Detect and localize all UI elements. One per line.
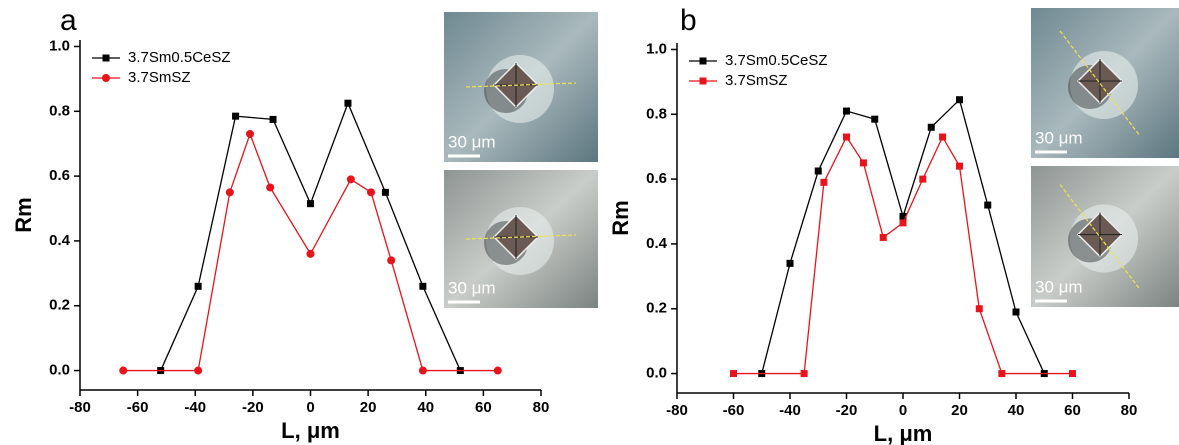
marker <box>307 200 314 207</box>
marker <box>928 124 935 131</box>
y-tick-label: 0.0 <box>49 362 70 379</box>
panel-label: a <box>60 4 77 37</box>
x-tick-label: -80 <box>69 399 91 416</box>
legend-label: 3.7SmSZ <box>128 69 191 86</box>
marker <box>871 116 878 123</box>
y-tick-label: 0.6 <box>646 170 667 187</box>
marker <box>956 96 963 103</box>
panel-label: b <box>680 4 697 37</box>
marker <box>347 175 355 183</box>
marker <box>246 130 254 138</box>
y-axis-label: Rm <box>608 200 633 235</box>
x-tick-label: 60 <box>1064 402 1081 419</box>
x-tick-label: -20 <box>836 402 858 419</box>
x-tick-label: -60 <box>127 399 149 416</box>
y-tick-label: 0.4 <box>49 232 71 249</box>
marker <box>119 367 127 375</box>
marker <box>1069 370 1076 377</box>
scale-label: 30 μm <box>1035 128 1083 147</box>
marker <box>880 234 887 241</box>
x-axis-label: L, μm <box>874 421 933 445</box>
marker <box>382 189 389 196</box>
legend-marker <box>103 55 110 62</box>
y-tick-label: 0.8 <box>49 102 70 119</box>
marker <box>1013 308 1020 315</box>
marker <box>787 260 794 267</box>
y-tick-label: 0.4 <box>646 235 668 252</box>
marker <box>270 116 277 123</box>
marker <box>919 176 926 183</box>
x-tick-label: 80 <box>1121 402 1138 419</box>
x-tick-label: 0 <box>899 402 907 419</box>
marker <box>984 202 991 209</box>
marker <box>194 367 202 375</box>
y-tick-label: 0.0 <box>646 365 667 382</box>
marker <box>843 108 850 115</box>
chart: a 0.0 0.2 0.4 0.6 0.8 1.0 -80 -60 -40 -20 0 20 40 60 80… <box>0 0 1179 445</box>
marker <box>226 188 234 196</box>
y-tick-label: 1.0 <box>49 37 70 54</box>
marker <box>939 133 946 140</box>
marker <box>998 370 1005 377</box>
marker <box>730 370 737 377</box>
marker <box>976 305 983 312</box>
legend-label: 3.7Sm0.5CeSZ <box>128 49 231 66</box>
inset-image: 30 μm <box>1031 8 1179 158</box>
y-tick-label: 0.2 <box>49 297 70 314</box>
marker <box>900 219 907 226</box>
x-tick-label: 60 <box>475 399 492 416</box>
marker <box>307 250 315 258</box>
marker <box>344 100 351 107</box>
series-line <box>762 100 1045 374</box>
scale-label: 30 μm <box>448 132 496 151</box>
x-tick-label: -80 <box>666 402 688 419</box>
legend-marker <box>700 58 707 65</box>
scale-label: 30 μm <box>1035 277 1083 296</box>
x-tick-label: 20 <box>360 399 377 416</box>
x-tick-label: 20 <box>951 402 968 419</box>
marker <box>956 163 963 170</box>
marker <box>367 188 375 196</box>
x-tick-label: -40 <box>184 399 206 416</box>
scale-label: 30 μm <box>448 278 496 297</box>
inset-image: 30 μm <box>1031 166 1179 307</box>
legend-label: 3.7SmSZ <box>725 72 788 89</box>
marker <box>419 283 426 290</box>
legend-marker <box>700 78 707 85</box>
marker <box>232 113 239 120</box>
marker <box>801 370 808 377</box>
x-tick-label: -40 <box>779 402 801 419</box>
marker <box>843 133 850 140</box>
legend-marker <box>102 74 110 82</box>
legend-label: 3.7Sm0.5CeSZ <box>725 52 828 69</box>
y-axis-label: Rm <box>11 197 36 232</box>
x-tick-label: 80 <box>533 399 550 416</box>
x-axis-label: L, μm <box>281 418 340 443</box>
marker <box>419 367 427 375</box>
series-line <box>734 137 1073 374</box>
marker <box>387 256 395 264</box>
x-tick-label: 40 <box>1008 402 1025 419</box>
inset-image: 30 μm <box>444 170 598 308</box>
marker <box>494 367 502 375</box>
marker <box>815 168 822 175</box>
marker <box>266 183 274 191</box>
x-tick-label: 40 <box>417 399 434 416</box>
y-tick-label: 0.6 <box>49 167 70 184</box>
y-tick-label: 1.0 <box>646 40 667 57</box>
x-tick-label: 0 <box>306 399 314 416</box>
x-tick-label: -60 <box>723 402 745 419</box>
inset-image: 30 μm <box>444 12 598 162</box>
marker <box>820 179 827 186</box>
x-tick-label: -20 <box>242 399 264 416</box>
marker <box>860 159 867 166</box>
y-tick-label: 0.2 <box>646 300 667 317</box>
y-tick-label: 0.8 <box>646 105 667 122</box>
marker <box>195 283 202 290</box>
